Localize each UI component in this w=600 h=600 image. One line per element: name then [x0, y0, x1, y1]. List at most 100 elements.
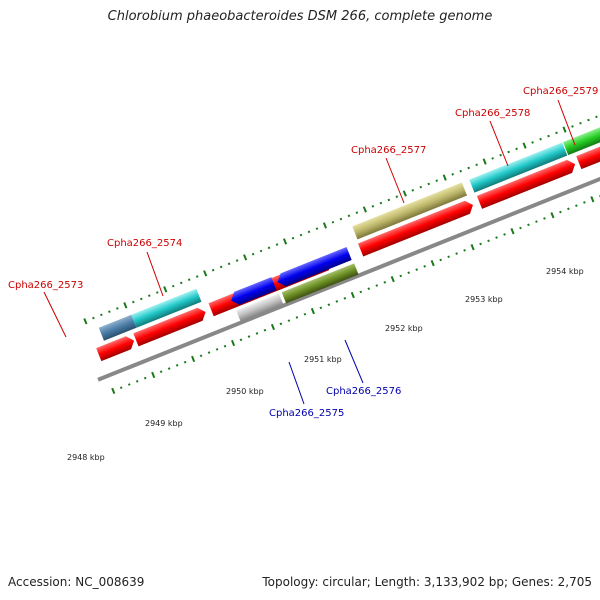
kbp-label-2948: 2948 kbp — [67, 453, 105, 462]
minor-tick — [515, 147, 518, 151]
minor-tick — [539, 137, 542, 141]
accession-text: Accession: NC_008639 — [8, 575, 145, 589]
gene-block-cpha266-2576[interactable] — [281, 263, 359, 304]
major-tick — [282, 238, 288, 245]
minor-tick — [555, 131, 558, 135]
minor-tick — [415, 268, 418, 271]
gene-label-cpha266-2575[interactable]: Cpha266_2575 — [269, 408, 344, 419]
minor-tick — [135, 380, 139, 383]
minor-tick — [119, 386, 123, 389]
minor-tick — [439, 258, 442, 262]
minor-tick — [159, 370, 163, 374]
minor-tick — [427, 182, 431, 186]
kbp-label-2951: 2951 kbp — [304, 355, 342, 364]
minor-tick — [92, 316, 95, 320]
minor-tick — [143, 376, 147, 380]
minor-tick — [255, 332, 259, 335]
major-tick — [230, 339, 236, 347]
major-tick — [322, 222, 328, 229]
minor-tick — [279, 322, 283, 326]
minor-tick — [335, 300, 339, 303]
minor-tick — [579, 121, 582, 125]
gene-arrow-cpha266-2576[interactable] — [275, 246, 352, 289]
minor-tick — [467, 166, 470, 170]
minor-tick — [531, 141, 534, 144]
minor-tick — [507, 150, 510, 154]
gene-block-cpha266-2572[interactable] — [98, 314, 137, 341]
minor-tick — [343, 296, 347, 300]
minor-tick — [571, 125, 574, 128]
minor-tick — [219, 265, 223, 269]
minor-tick — [543, 217, 546, 220]
gene-label-cpha266-2576[interactable]: Cpha266_2576 — [326, 386, 401, 397]
gene-label-cpha266-2573[interactable]: Cpha266_2573 — [8, 280, 83, 291]
minor-tick — [503, 233, 506, 236]
minor-tick — [147, 294, 151, 298]
minor-tick — [495, 236, 498, 239]
major-tick — [590, 196, 595, 203]
gene-arrow-cpha266-2577[interactable] — [358, 199, 476, 257]
gene-label-cpha266-2578[interactable]: Cpha266_2578 — [455, 108, 530, 119]
minor-tick — [295, 316, 299, 319]
minor-tick — [419, 185, 423, 189]
kbp-label-2952: 2952 kbp — [385, 324, 423, 333]
minor-tick — [116, 307, 119, 310]
minor-tick — [263, 328, 267, 332]
gene-label-cpha266-2579[interactable]: Cpha266_2579 — [523, 86, 598, 97]
minor-tick — [303, 312, 307, 316]
major-tick — [510, 228, 515, 235]
minor-tick — [411, 189, 415, 192]
major-tick — [550, 212, 555, 219]
minor-tick — [195, 275, 199, 278]
minor-tick — [331, 220, 335, 224]
major-tick — [402, 190, 407, 197]
major-tick — [562, 126, 567, 133]
map-title: Chlorobium phaeobacteroides DSM 266, com… — [107, 9, 493, 24]
minor-tick — [587, 118, 590, 122]
minor-tick — [251, 252, 255, 256]
gene-arrow-cpha266-2578[interactable] — [476, 158, 578, 209]
minor-tick — [519, 226, 522, 230]
minor-tick — [447, 255, 450, 259]
minor-tick — [355, 211, 359, 214]
major-tick — [270, 323, 276, 331]
gene-block-cpha266-2575[interactable] — [236, 293, 284, 322]
minor-tick — [259, 249, 263, 253]
major-tick — [203, 270, 208, 277]
gene-arrow-cpha266-2572-start[interactable] — [96, 334, 136, 362]
gene-arrow-cpha266-2575[interactable] — [229, 277, 277, 307]
minor-tick — [595, 115, 598, 119]
minor-tick — [399, 274, 403, 278]
reverse-leader-lines — [288, 339, 364, 405]
minor-tick — [327, 303, 331, 306]
minor-tick — [315, 227, 319, 230]
minor-tick — [367, 287, 371, 290]
gene-block-cpha266-2577[interactable] — [352, 182, 468, 240]
minor-tick — [299, 233, 303, 237]
minor-tick — [187, 278, 191, 282]
kbp-label-2950: 2950 kbp — [226, 387, 264, 396]
minor-tick — [108, 310, 111, 313]
major-tick — [390, 275, 395, 283]
major-tick — [83, 318, 88, 325]
minor-tick — [132, 300, 135, 304]
major-tick — [111, 387, 116, 395]
minor-tick — [527, 223, 530, 227]
gene-block-cpha266-2573[interactable] — [131, 288, 202, 328]
minor-tick — [535, 220, 538, 223]
minor-tick — [463, 249, 466, 252]
minor-tick — [371, 204, 375, 208]
minor-tick — [155, 291, 159, 294]
minor-tick — [459, 169, 463, 173]
gene-block-cpha266-2578[interactable] — [469, 142, 568, 193]
minor-tick — [375, 284, 379, 287]
major-tick — [362, 206, 367, 213]
gene-arrow-cpha266-2573[interactable] — [133, 305, 208, 347]
major-tick — [430, 259, 435, 267]
minor-tick — [307, 230, 311, 234]
gene-label-cpha266-2577[interactable]: Cpha266_2577 — [351, 145, 426, 156]
kbp-label-2949: 2949 kbp — [145, 419, 183, 428]
minor-tick — [499, 153, 502, 157]
minor-tick — [100, 313, 103, 317]
gene-label-cpha266-2574[interactable]: Cpha266_2574 — [107, 238, 182, 249]
